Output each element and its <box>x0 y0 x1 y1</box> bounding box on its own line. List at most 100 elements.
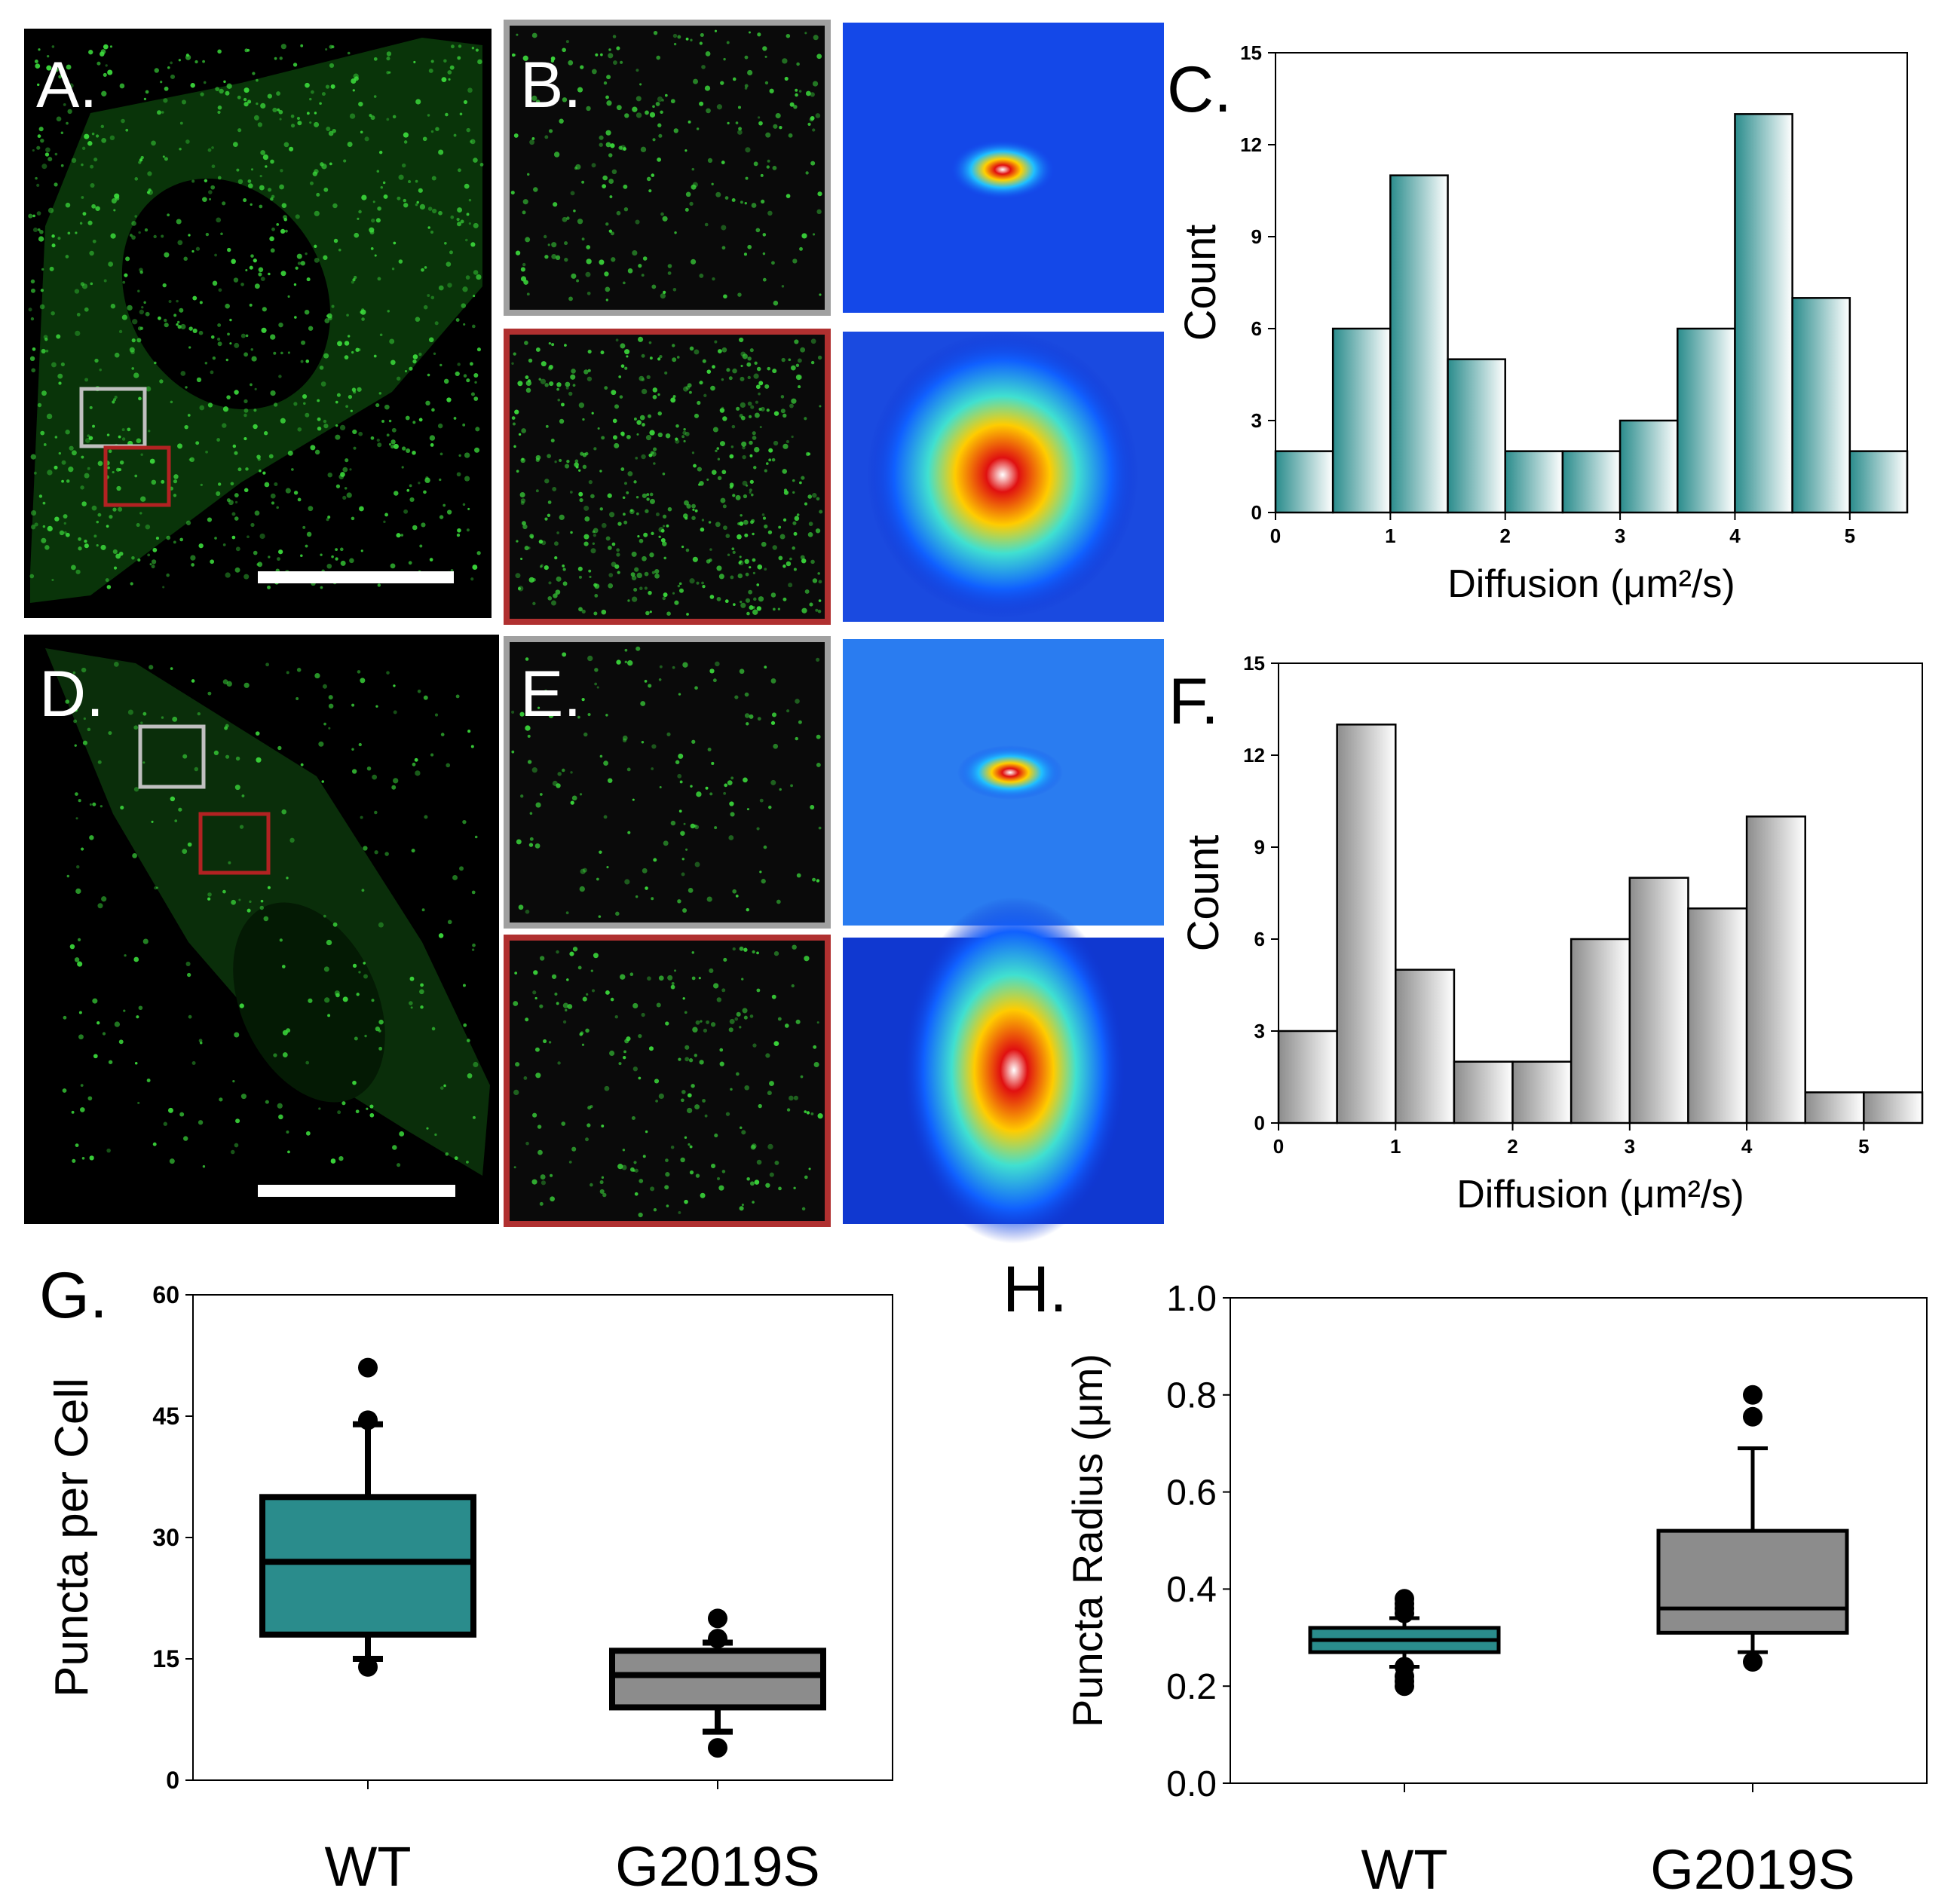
y-tick-label: 60 <box>152 1281 179 1308</box>
histogram-bar <box>1447 358 1506 514</box>
outlier-point <box>1395 1603 1414 1623</box>
x-tick-label: 0 <box>1273 1135 1284 1158</box>
panel-label-h: H. <box>1003 1253 1067 1326</box>
category-label: G2019S <box>615 1835 820 1890</box>
category-label: WT <box>324 1835 411 1890</box>
histogram-bar <box>1687 907 1748 1124</box>
panel-d-image <box>24 635 499 1224</box>
panel-label-b: B. <box>520 49 581 121</box>
x-tick-label: 3 <box>1625 1135 1635 1158</box>
panel-b-images <box>504 20 1164 625</box>
roi-red-d <box>198 812 271 875</box>
histogram-bar <box>1336 724 1397 1124</box>
y-tick-label: 6 <box>1251 317 1262 340</box>
roi-red-a <box>103 445 171 507</box>
scale-bar-a <box>258 571 454 583</box>
panel-label-e: E. <box>520 658 581 730</box>
outlier-point <box>1743 1385 1762 1405</box>
x-tick-label: 5 <box>1845 525 1855 547</box>
histogram-bar <box>1791 297 1851 514</box>
histogram-bar <box>1863 1091 1924 1124</box>
histogram-bar <box>1395 968 1456 1124</box>
y-tick-label: 12 <box>1240 133 1262 156</box>
boxplot-h: 0.0 0.2 0.4 0.6 0.8 1.0 WT G2019S Puncta Radius … <box>1064 1279 1928 1894</box>
x-axis-label: Diffusion (μm²/s) <box>1456 1173 1744 1216</box>
y-tick-label: 0.8 <box>1166 1376 1217 1416</box>
x-axis-label: Diffusion (μm²/s) <box>1447 562 1735 606</box>
histogram-bar <box>1389 174 1449 514</box>
x-tick-label: 1 <box>1385 525 1395 547</box>
y-tick-label: 9 <box>1251 225 1262 248</box>
x-tick-label: 1 <box>1390 1135 1401 1158</box>
panel-e-images <box>504 636 1164 1244</box>
histogram-bar <box>1734 113 1793 514</box>
y-tick-label: 45 <box>152 1403 179 1430</box>
y-tick-label: 12 <box>1243 744 1265 766</box>
histogram-bar <box>1277 1030 1338 1124</box>
outlier-point <box>358 1657 378 1677</box>
category-label: G2019S <box>1650 1838 1855 1890</box>
outlier-point <box>708 1608 727 1629</box>
y-tick-label: 15 <box>1243 652 1265 675</box>
histogram-bar <box>1561 450 1622 514</box>
histogram-bar <box>1628 877 1689 1124</box>
y-tick-label: 0.2 <box>1166 1667 1217 1707</box>
histogram-bar <box>1453 1060 1514 1124</box>
x-tick-label: 4 <box>1729 525 1741 547</box>
histogram-bar <box>1745 815 1806 1124</box>
outlier-point <box>1743 1652 1762 1672</box>
histogram-bar <box>1677 327 1736 514</box>
x-tick-label: 3 <box>1615 525 1625 547</box>
histogram-bar <box>1804 1091 1865 1124</box>
panel-label-d: D. <box>39 658 104 730</box>
outlier-point <box>358 1357 378 1378</box>
y-tick-label: 3 <box>1254 1020 1265 1042</box>
y-tick-label: 0.0 <box>1166 1764 1217 1804</box>
outlier-point <box>358 1410 378 1430</box>
y-tick-label: 1.0 <box>1166 1279 1217 1319</box>
y-axis-label: Puncta Radius (μm) <box>1064 1354 1111 1727</box>
y-axis-label: Count <box>1179 835 1228 952</box>
histogram-bar <box>1619 419 1679 514</box>
plot-frame <box>1230 1297 1928 1784</box>
x-tick-label: 4 <box>1741 1135 1753 1158</box>
y-tick-label: 3 <box>1251 409 1262 432</box>
y-tick-label: 9 <box>1254 836 1265 858</box>
boxplot-g: 0 15 30 45 60 WT G2019S Puncta per Cell <box>46 1281 893 1894</box>
outlier-point <box>1395 1676 1414 1697</box>
outlier-point <box>1743 1406 1762 1427</box>
y-axis-label: Count <box>1176 225 1225 341</box>
panel-label-g: G. <box>39 1259 108 1332</box>
panel-label-c: C. <box>1167 54 1232 126</box>
box-iqr <box>609 1648 826 1711</box>
histogram-bar <box>1331 327 1392 514</box>
y-tick-label: 0 <box>1254 1112 1265 1134</box>
histogram-bar <box>1504 450 1564 514</box>
x-tick-label: 0 <box>1270 525 1281 547</box>
scale-bar-d <box>258 1185 455 1197</box>
y-tick-label: 0 <box>166 1767 179 1794</box>
outlier-point <box>708 1738 727 1758</box>
y-tick-label: 0.6 <box>1166 1473 1217 1513</box>
histogram-bar <box>1848 450 1909 514</box>
outlier-point <box>708 1629 727 1649</box>
y-tick-label: 15 <box>152 1645 179 1672</box>
y-tick-label: 0.4 <box>1166 1570 1217 1610</box>
panel-label-a: A. <box>36 49 97 121</box>
x-tick-label: 2 <box>1499 525 1510 547</box>
x-tick-label: 5 <box>1858 1135 1869 1158</box>
x-tick-label: 2 <box>1507 1135 1517 1158</box>
histogram-bar <box>1274 450 1334 514</box>
histogram-bar <box>1511 1060 1573 1124</box>
panel-label-f: F. <box>1168 666 1219 738</box>
box-iqr <box>1656 1528 1849 1635</box>
y-tick-label: 6 <box>1254 928 1265 950</box>
y-axis-label: Puncta per Cell <box>46 1378 98 1697</box>
panel-a-image <box>24 29 492 618</box>
histogram-bar <box>1570 938 1631 1124</box>
category-label: WT <box>1361 1838 1447 1890</box>
y-tick-label: 0 <box>1251 501 1262 524</box>
